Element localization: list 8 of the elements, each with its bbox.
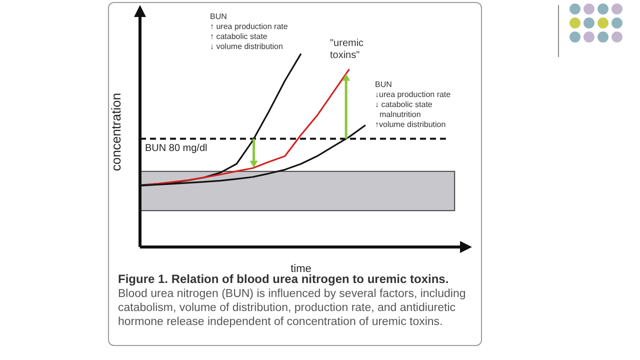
text: Figure 1. Relation of blood urea nitrogen to uremic toxins. bbox=[118, 272, 450, 286]
x-axis-title: time bbox=[290, 263, 312, 275]
y-axis-title: concentration bbox=[108, 92, 124, 171]
text: Blood urea nitrogen (BUN) is influenced by several factors, including catabolism, volume of distribution, production rate, and antidiuretic hormone release independent of concentration of uremic toxins. bbox=[118, 287, 467, 329]
annotation: BUN ↓urea production rate ↓ catabolic state malnutrition ↑volume distribution bbox=[375, 80, 451, 130]
text: BUN ↑ urea production rate ↑ catabolic state ↓ volume distribution bbox=[210, 12, 288, 52]
annotation: "uremic toxins" bbox=[330, 38, 364, 62]
ref-line-label: BUN 80 mg/dl bbox=[145, 142, 208, 154]
